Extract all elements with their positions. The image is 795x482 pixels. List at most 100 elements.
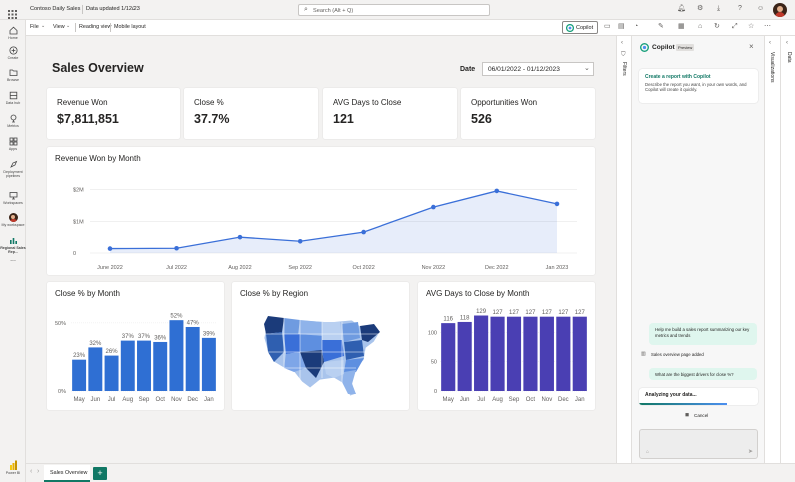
system-message-text: Sales overview page added bbox=[651, 352, 704, 357]
nav-apps[interactable]: Apps bbox=[0, 137, 26, 151]
data-pane[interactable]: ‹ Data bbox=[780, 36, 795, 463]
data-label: 23% bbox=[73, 353, 86, 359]
search-icon: ⌕ bbox=[304, 6, 308, 13]
close-icon[interactable]: × bbox=[749, 42, 754, 51]
edit-icon[interactable]: ✎ bbox=[658, 23, 664, 30]
y-tick-label: 50 bbox=[431, 360, 437, 366]
card-title: Create a report with Copilot bbox=[645, 74, 711, 80]
bar bbox=[88, 347, 103, 391]
nav-my-workspace[interactable]: My workspace bbox=[0, 213, 26, 227]
app-launcher-icon[interactable] bbox=[8, 6, 17, 19]
share-icon[interactable]: ▤ bbox=[618, 23, 625, 30]
kpi-card-close-pct[interactable]: Close % 37.7% bbox=[184, 88, 318, 139]
mobile-layout-button[interactable]: Mobile layout bbox=[114, 24, 146, 30]
reading-view-button[interactable]: Reading view bbox=[79, 24, 112, 30]
bell-icon[interactable]: 🔔︎ bbox=[677, 5, 686, 12]
chart-title: Close % by Month bbox=[55, 289, 120, 298]
nav-browse[interactable]: Browse bbox=[0, 68, 26, 82]
feedback-icon[interactable]: ☺ bbox=[757, 5, 765, 12]
chevron-right-icon[interactable]: › bbox=[37, 468, 40, 475]
date-range-slicer[interactable]: 06/01/2022 - 01/12/2023 ⌄ bbox=[482, 62, 594, 76]
nav-label: Create bbox=[7, 56, 19, 60]
nav-metrics[interactable]: Metrics bbox=[0, 114, 26, 128]
expand-icon[interactable]: ⤢ bbox=[732, 23, 738, 30]
app-name[interactable]: Contoso Daily Sales bbox=[30, 6, 81, 12]
bar bbox=[120, 340, 135, 391]
nav-powerbi[interactable]: Power BI bbox=[0, 460, 26, 475]
analyzing-progress-bar bbox=[639, 403, 727, 405]
folder-icon bbox=[9, 69, 17, 76]
x-tick-label: Aug bbox=[492, 397, 503, 403]
visualizations-pane[interactable]: ‹ Visualizations bbox=[765, 36, 780, 463]
more-icon[interactable]: ⋯ bbox=[764, 23, 771, 30]
data-label: 129 bbox=[476, 309, 487, 315]
attach-icon[interactable]: ⌂ bbox=[646, 449, 650, 455]
report-canvas: Sales Overview Date 06/01/2022 - 01/12/2… bbox=[26, 36, 616, 463]
x-tick-label: Jun bbox=[90, 397, 100, 403]
search-placeholder: Search (Alt + Q) bbox=[313, 7, 354, 14]
bar bbox=[153, 341, 168, 391]
kpi-card-avg-days[interactable]: AVG Days to Close 121 bbox=[323, 88, 457, 139]
region-map-card[interactable]: Close % by Region bbox=[232, 282, 409, 410]
search-input[interactable]: ⌕ Search (Alt + Q) bbox=[298, 4, 490, 16]
revenue-chart-card[interactable]: Revenue Won by Month 0 $1M $2M June 2022 Jul… bbox=[47, 147, 595, 275]
gear-icon[interactable]: ⚙ bbox=[697, 5, 704, 12]
data-pane-label: Data bbox=[786, 52, 792, 63]
comment-icon[interactable]: ▭ bbox=[604, 23, 611, 30]
title-bar: Contoso Daily Sales Data updated 1/12/23… bbox=[0, 0, 795, 20]
stop-icon: ◼ bbox=[685, 412, 690, 418]
close-pct-chart-card[interactable]: Close % by Month 0% 50% 23% May 32% Jun 26% Jul… bbox=[47, 282, 224, 410]
bar bbox=[201, 337, 216, 391]
page-title: Sales Overview bbox=[52, 61, 144, 75]
filters-pane[interactable]: ‹ ⛉ Filters bbox=[616, 36, 631, 463]
add-page-button[interactable]: + bbox=[93, 467, 107, 480]
x-tick-label: Jul bbox=[108, 397, 116, 403]
send-icon[interactable]: ➤ bbox=[748, 449, 754, 455]
cancel-label: Cancel bbox=[694, 413, 709, 418]
data-label: 127 bbox=[493, 310, 504, 316]
x-tick-label: Nov bbox=[542, 397, 553, 403]
download-icon[interactable]: ⤓ bbox=[717, 5, 721, 12]
chevron-left-icon[interactable]: ‹ bbox=[30, 468, 33, 475]
cancel-button[interactable]: ◼ Cancel bbox=[685, 412, 715, 421]
file-menu[interactable]: File bbox=[30, 24, 39, 30]
x-tick-label: May bbox=[443, 397, 454, 403]
divider bbox=[75, 23, 76, 32]
nav-data-hub[interactable]: Data hub bbox=[0, 91, 26, 105]
kpi-card-opportunities[interactable]: Opportunities Won 526 bbox=[461, 88, 595, 139]
refresh-icon[interactable]: ↻ bbox=[714, 23, 720, 30]
chevron-down-icon: ⌄ bbox=[66, 23, 71, 29]
star-icon[interactable]: ☆ bbox=[748, 23, 755, 30]
create-report-card[interactable]: Create a report with Copilot Describe th… bbox=[639, 69, 758, 103]
nav-deployment-pipelines[interactable]: Deployment pipelines bbox=[0, 160, 26, 178]
help-icon[interactable]: ? bbox=[738, 5, 742, 12]
left-navigation: Home Create Browse Data hub Metrics Apps… bbox=[0, 20, 26, 482]
subscribe-icon[interactable]: ◔ bbox=[634, 23, 639, 30]
chat-input[interactable]: ⌂ ➤ bbox=[639, 429, 758, 459]
date-label: Date bbox=[460, 66, 476, 73]
bar bbox=[572, 316, 587, 391]
avg-days-chart-card[interactable]: AVG Days to Close by Month 0 50 100 116 May 1… bbox=[418, 282, 595, 410]
nav-workspaces[interactable]: Workspaces bbox=[0, 191, 26, 205]
kpi-card-revenue-won[interactable]: Revenue Won $7,811,851 bbox=[47, 88, 180, 139]
nav-label: Apps bbox=[8, 147, 18, 151]
avatar[interactable] bbox=[773, 3, 787, 17]
view-menu[interactable]: View bbox=[53, 24, 65, 30]
plus-circle-icon bbox=[9, 46, 17, 55]
teams-icon[interactable]: ▦ bbox=[678, 23, 685, 30]
nav-home[interactable]: Home bbox=[0, 26, 26, 40]
copilot-button[interactable]: Copilot bbox=[562, 21, 598, 34]
bar bbox=[457, 321, 472, 391]
x-tick-label: Jan bbox=[204, 397, 214, 403]
tab-sales-overview[interactable]: Sales Overview bbox=[44, 465, 90, 482]
visualizations-pane-label: Visualizations bbox=[769, 52, 775, 83]
more-icon[interactable]: ... bbox=[10, 256, 16, 263]
nav-regional-sales[interactable]: Regional Sales Rep... bbox=[0, 236, 26, 254]
nav-create[interactable]: Create bbox=[0, 46, 26, 60]
bar bbox=[523, 316, 538, 391]
y-tick-label: 50% bbox=[55, 321, 66, 327]
nav-label: Data hub bbox=[5, 101, 21, 105]
bookmark-icon[interactable]: ⌂ bbox=[698, 23, 703, 30]
monitor-icon bbox=[9, 192, 17, 200]
chevron-down-icon[interactable]: ⌄ bbox=[131, 6, 137, 12]
